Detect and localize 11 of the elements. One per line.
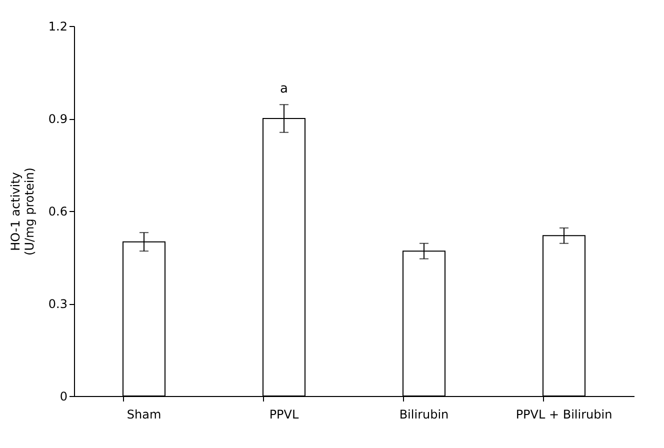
x-tick-label: PPVL <box>269 408 299 422</box>
annotation: a <box>280 82 288 97</box>
x-tick-label: PPVL + Bilirubin <box>516 408 612 422</box>
y-axis-title: HO-1 activity (U/mg protein) <box>8 168 36 256</box>
y-tick-label: 0.6 <box>48 204 68 218</box>
y-tick-label: 0.3 <box>48 297 68 311</box>
y-tick-label: 0 <box>60 390 68 404</box>
y-tick-label: 1.2 <box>48 20 68 34</box>
x-tick-label: Bilirubin <box>399 408 449 422</box>
x-tick-label: Sham <box>126 408 162 422</box>
y-tick-label: 0.9 <box>48 112 68 126</box>
